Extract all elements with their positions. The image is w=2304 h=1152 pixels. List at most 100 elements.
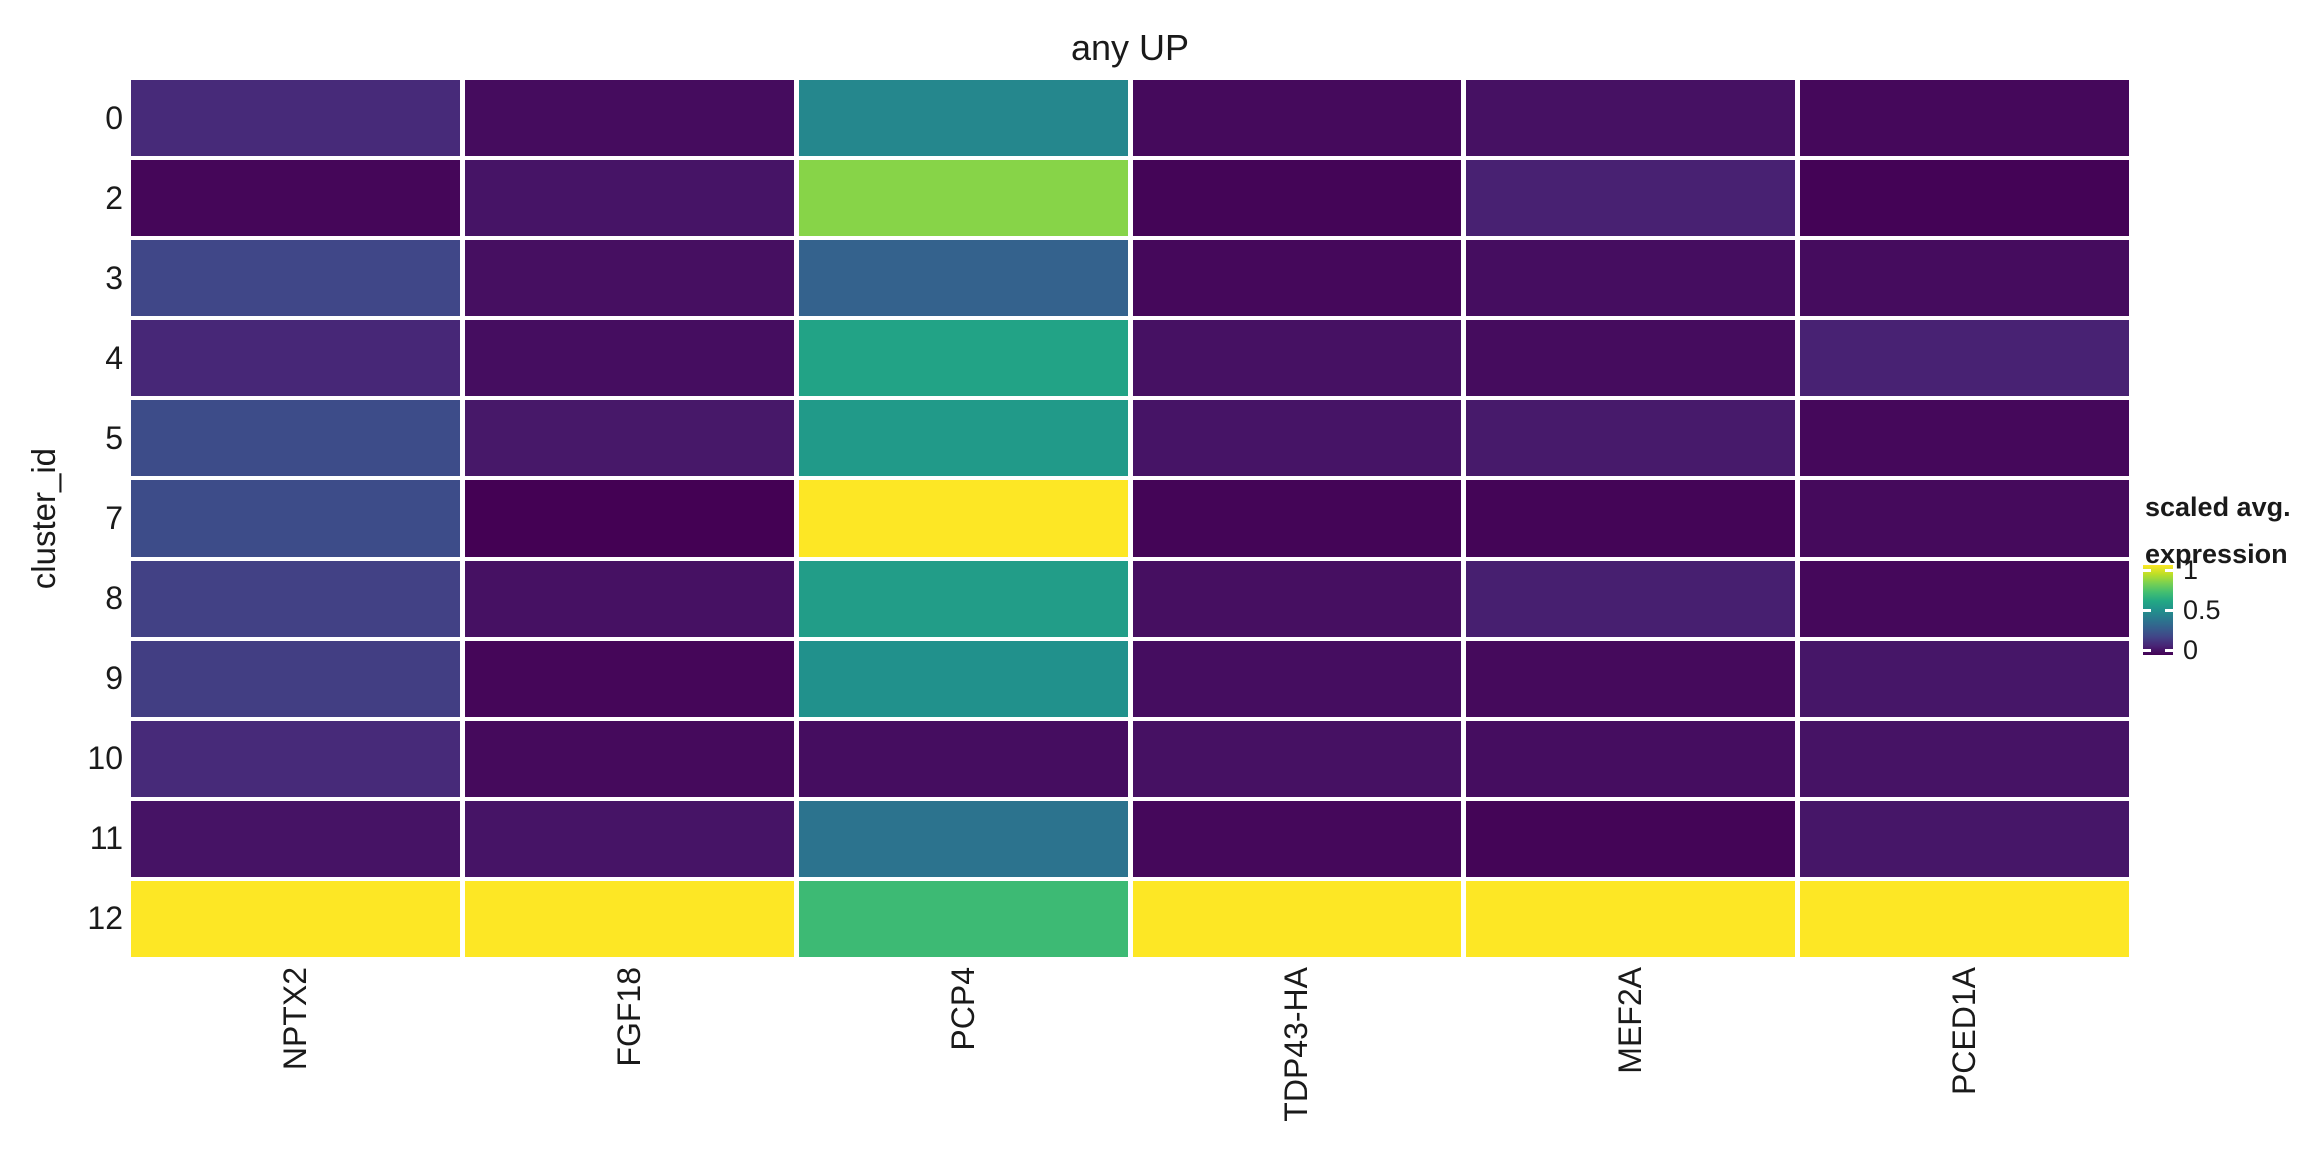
heatmap-cell [1800,80,2129,157]
heatmap-cell [1132,160,1462,237]
heatmap-cell [131,720,460,797]
heatmap-cell [131,400,460,477]
heatmap-cell [1800,160,2129,237]
heatmap-cell [131,480,460,557]
heatmap-cell [1466,720,1796,797]
heatmap-cell [1466,240,1796,317]
plot-title: any UP [1070,27,1190,68]
y-axis-label: 2 [105,179,123,216]
heatmap-cell [1466,400,1796,477]
y-axis-label: 4 [105,339,123,376]
heatmap-cell [1466,480,1796,557]
heatmap-cell [1466,320,1796,397]
heatmap-cell [131,80,460,157]
heatmap-cell [1466,80,1796,157]
y-axis-label: 0 [105,99,123,136]
heatmap-cell [464,560,794,637]
heatmap-cell [1800,480,2129,557]
x-axis-label: MEF2A [1612,967,1649,1074]
heatmap-cell [798,80,1128,157]
legend-title-line2: expression [2145,539,2288,569]
heatmap-cell [464,400,794,477]
heatmap-cell [131,880,460,957]
heatmap-cell [131,640,460,717]
heatmap-cell [131,560,460,637]
heatmap-cell [798,640,1128,717]
legend-title: scaled avg. expression [2145,484,2291,578]
heatmap-cell [1132,320,1462,397]
heatmap-cell [464,240,794,317]
legend-tick-mark [2143,568,2151,572]
heatmap-cell [1800,640,2129,717]
y-axis-label: 8 [105,580,123,617]
x-axis-label-cell: MEF2A [1466,967,1795,1149]
x-axis-label-cell: TDP43-HA [1133,967,1462,1149]
heatmap-cell [464,720,794,797]
x-axis-label: PCED1A [1946,967,1983,1096]
legend-tick-mark [2143,648,2151,652]
y-axis-label: 11 [89,820,123,857]
heatmap-cell [131,240,460,317]
heatmap-cell [1466,560,1796,637]
heatmap-cell [798,160,1128,237]
heatmap-cell [131,800,460,877]
x-axis-label-cell: NPTX2 [131,967,460,1149]
heatmap-cell [1466,640,1796,717]
heatmap-cell [1132,560,1462,637]
heatmap-cell [1132,640,1462,717]
legend-tick-mark [2165,608,2173,612]
y-axis-label: 7 [105,499,123,536]
heatmap-cell [798,400,1128,477]
heatmap-cell [798,480,1128,557]
heatmap-cell [1132,240,1462,317]
y-axis-label: 10 [87,740,123,777]
heatmap-cell [1800,880,2129,957]
heatmap-cell [131,320,460,397]
heatmap-cell [464,800,794,877]
heatmap-cell [1800,560,2129,637]
legend-tick-mark [2143,608,2151,612]
heatmap-cell [1132,880,1462,957]
y-axis-label: 3 [105,259,123,296]
heatmap-cell [464,640,794,717]
heatmap-cell [798,880,1128,957]
heatmap-cell [1132,720,1462,797]
legend-tick-label: 1 [2183,555,2199,585]
legend-tick-label: 0.5 [2183,595,2221,625]
heatmap-cell [798,720,1128,797]
y-axis-label: 12 [87,900,123,937]
heatmap-cell [464,880,794,957]
heatmap-cell [798,800,1128,877]
x-axis-label: NPTX2 [276,967,313,1071]
x-axis-label-cell: FGF18 [465,967,794,1149]
heatmap-cell [1800,320,2129,397]
heatmap-cell [1132,400,1462,477]
y-axis-labels: 0 2 3 4 5 7 8 9 10 11 12 [0,80,123,957]
heatmap-cell [464,320,794,397]
heatmap-cell [1132,480,1462,557]
heatmap-cell [798,240,1128,317]
heatmap-cell [1466,800,1796,877]
heatmap-cell [1466,880,1796,957]
x-axis-label: FGF18 [610,967,647,1067]
x-axis-label-cell: PCED1A [1800,967,2129,1149]
heatmap-cell [1800,720,2129,797]
heatmap-cell [1466,160,1796,237]
heatmap-cell [1132,800,1462,877]
heatmap-cell [1132,80,1462,157]
heatmap-cell [1800,240,2129,317]
heatmap-cell [798,560,1128,637]
heatmap-cell [464,80,794,157]
heatmap-cell [1800,400,2129,477]
heatmap-cell [798,320,1128,397]
x-axis-labels: NPTX2 FGF18 PCP4 TDP43-HA MEF2A PCED1A [131,967,2129,1149]
heatmap-cell [131,160,460,237]
y-axis-label: 5 [105,419,123,456]
heatmap-cell [1800,800,2129,877]
x-axis-label: TDP43-HA [1278,967,1315,1122]
heatmap-grid [131,80,2129,957]
heatmap-cell [464,160,794,237]
legend-tick-mark [2165,648,2173,652]
legend-tick-mark [2165,568,2173,572]
